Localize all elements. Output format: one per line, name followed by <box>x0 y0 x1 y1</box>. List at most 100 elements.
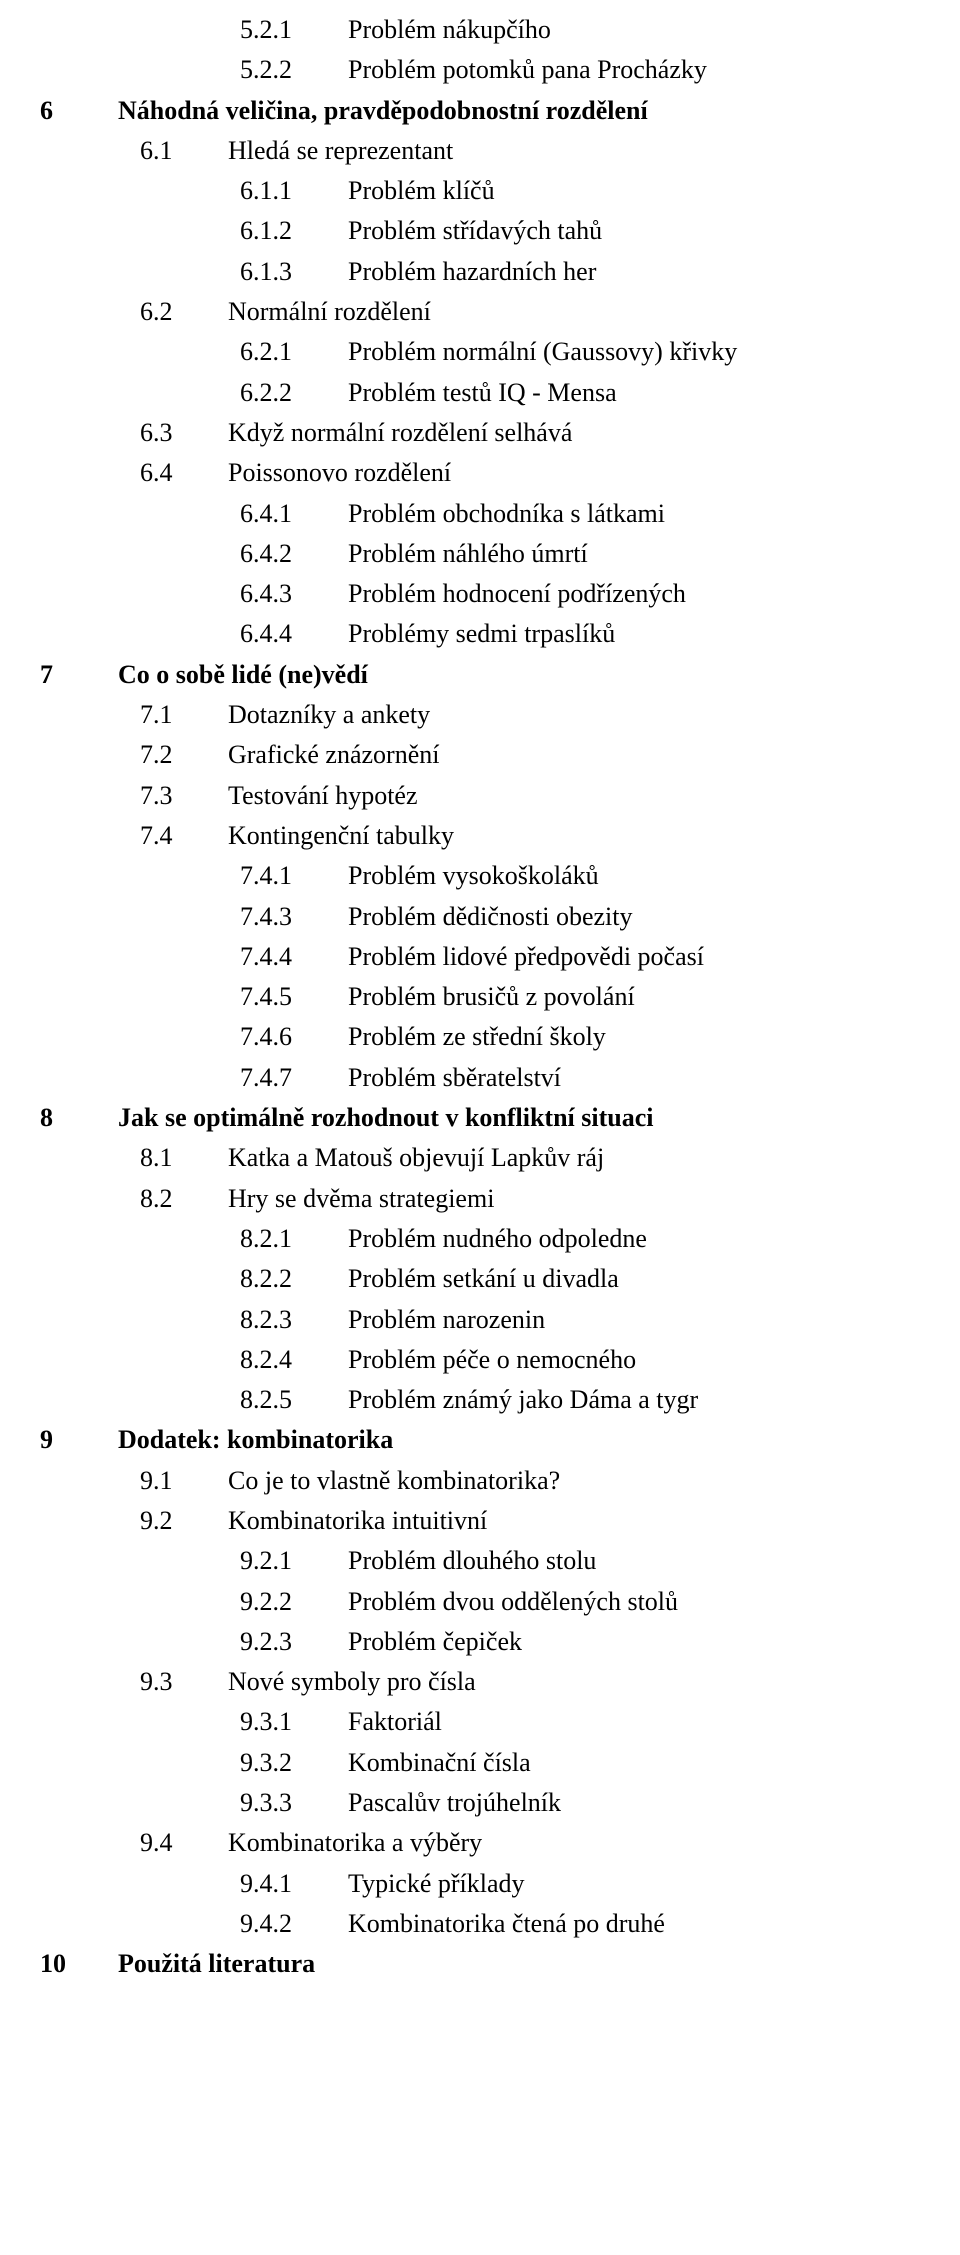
toc-number: 9.2 <box>140 1501 210 1541</box>
toc-title: Problém čepiček <box>330 1622 920 1662</box>
toc-row: 9.4Kombinatorika a výběry <box>40 1823 920 1863</box>
toc-title: Problém obchodníka s látkami <box>330 494 920 534</box>
toc-number: 7.4.4 <box>240 937 330 977</box>
toc-number: 6.1.1 <box>240 171 330 211</box>
toc-row: 6.1Hledá se reprezentant <box>40 131 920 171</box>
toc-row: 6.4.4Problémy sedmi trpaslíků <box>40 614 920 654</box>
toc-title: Problém péče o nemocného <box>330 1340 920 1380</box>
toc-row: 6.4.3Problém hodnocení podřízených <box>40 574 920 614</box>
toc-title: Problém setkání u divadla <box>330 1259 920 1299</box>
toc-row: 8.1Katka a Matouš objevují Lapkův ráj <box>40 1138 920 1178</box>
toc-row: 8.2Hry se dvěma strategiemi <box>40 1179 920 1219</box>
toc-row: 5.2.2Problém potomků pana Procházky <box>40 50 920 90</box>
toc-row: 9Dodatek: kombinatorika <box>40 1420 920 1460</box>
toc-number: 9 <box>40 1420 100 1460</box>
toc-title: Nové symboly pro čísla <box>210 1662 920 1702</box>
toc-title: Problém dlouhého stolu <box>330 1541 920 1581</box>
toc-row: 6.2Normální rozdělení <box>40 292 920 332</box>
toc-number: 7.4.3 <box>240 897 330 937</box>
toc-row: 6Náhodná veličina, pravděpodobnostní roz… <box>40 91 920 131</box>
toc-title: Dodatek: kombinatorika <box>100 1420 920 1460</box>
toc-row: 6.4.1Problém obchodníka s látkami <box>40 494 920 534</box>
toc-number: 9.3 <box>140 1662 210 1702</box>
toc-row: 5.2.1Problém nákupčího <box>40 10 920 50</box>
toc-number: 6.3 <box>140 413 210 453</box>
toc-number: 9.3.1 <box>240 1702 330 1742</box>
toc-number: 10 <box>40 1944 100 1984</box>
toc-title: Hry se dvěma strategiemi <box>210 1179 920 1219</box>
toc-number: 7.4.1 <box>240 856 330 896</box>
toc-title: Problém dědičnosti obezity <box>330 897 920 937</box>
toc-title: Problém střídavých tahů <box>330 211 920 251</box>
toc-number: 8.2.5 <box>240 1380 330 1420</box>
toc-number: 9.3.3 <box>240 1783 330 1823</box>
toc-number: 5.2.2 <box>240 50 330 90</box>
toc-number: 6.2.2 <box>240 373 330 413</box>
toc-number: 9.2.3 <box>240 1622 330 1662</box>
toc-title: Grafické znázornění <box>210 735 920 775</box>
toc-title: Kombinatorika intuitivní <box>210 1501 920 1541</box>
toc-number: 6 <box>40 91 100 131</box>
toc-title: Kombinatorika čtená po druhé <box>330 1904 920 1944</box>
toc-row: 10Použitá literatura <box>40 1944 920 1984</box>
toc-page: 5.2.1Problém nákupčího5.2.2Problém potom… <box>0 0 960 2025</box>
toc-row: 7Co o sobě lidé (ne)vědí <box>40 655 920 695</box>
toc-row: 9.3.1Faktoriál <box>40 1702 920 1742</box>
toc-title: Problém testů IQ - Mensa <box>330 373 920 413</box>
toc-number: 8.2.3 <box>240 1300 330 1340</box>
toc-number: 6.4.4 <box>240 614 330 654</box>
toc-row: 6.2.2Problém testů IQ - Mensa <box>40 373 920 413</box>
toc-number: 7.1 <box>140 695 210 735</box>
toc-row: 9.1Co je to vlastně kombinatorika? <box>40 1461 920 1501</box>
toc-title: Typické příklady <box>330 1864 920 1904</box>
toc-number: 6.4.3 <box>240 574 330 614</box>
toc-number: 6.2.1 <box>240 332 330 372</box>
toc-row: 7.4.5Problém brusičů z povolání <box>40 977 920 1017</box>
toc-row: 9.4.1Typické příklady <box>40 1864 920 1904</box>
toc-number: 6.1.3 <box>240 252 330 292</box>
toc-title: Dotazníky a ankety <box>210 695 920 735</box>
toc-title: Problém lidové předpovědi počasí <box>330 937 920 977</box>
toc-number: 9.2.2 <box>240 1582 330 1622</box>
toc-row: 7.2Grafické znázornění <box>40 735 920 775</box>
toc-title: Pascalův trojúhelník <box>330 1783 920 1823</box>
toc-title: Problém nudného odpoledne <box>330 1219 920 1259</box>
toc-number: 9.4.1 <box>240 1864 330 1904</box>
toc-number: 8 <box>40 1098 100 1138</box>
toc-title: Faktoriál <box>330 1702 920 1742</box>
toc-title: Problém dvou oddělených stolů <box>330 1582 920 1622</box>
toc-number: 9.2.1 <box>240 1541 330 1581</box>
toc-number: 7.2 <box>140 735 210 775</box>
toc-row: 7.4.7Problém sběratelství <box>40 1058 920 1098</box>
toc-row: 9.2Kombinatorika intuitivní <box>40 1501 920 1541</box>
toc-number: 7.3 <box>140 776 210 816</box>
toc-title: Hledá se reprezentant <box>210 131 920 171</box>
toc-number: 9.3.2 <box>240 1743 330 1783</box>
toc-row: 8.2.5Problém známý jako Dáma a tygr <box>40 1380 920 1420</box>
toc-row: 9.3.2Kombinační čísla <box>40 1743 920 1783</box>
toc-number: 6.1 <box>140 131 210 171</box>
toc-number: 6.1.2 <box>240 211 330 251</box>
toc-number: 7.4 <box>140 816 210 856</box>
toc-row: 8.2.2Problém setkání u divadla <box>40 1259 920 1299</box>
toc-number: 9.4.2 <box>240 1904 330 1944</box>
toc-title: Katka a Matouš objevují Lapkův ráj <box>210 1138 920 1178</box>
toc-row: 7.4.1Problém vysokoškoláků <box>40 856 920 896</box>
toc-number: 6.4.2 <box>240 534 330 574</box>
toc-row: 8.2.1Problém nudného odpoledne <box>40 1219 920 1259</box>
toc-row: 6.4.2Problém náhlého úmrtí <box>40 534 920 574</box>
toc-number: 9.4 <box>140 1823 210 1863</box>
toc-title: Použitá literatura <box>100 1944 920 1984</box>
toc-title: Problém známý jako Dáma a tygr <box>330 1380 920 1420</box>
toc-title: Problémy sedmi trpaslíků <box>330 614 920 654</box>
toc-title: Náhodná veličina, pravděpodobnostní rozd… <box>100 91 920 131</box>
toc-title: Problém ze střední školy <box>330 1017 920 1057</box>
toc-row: 6.1.1Problém klíčů <box>40 171 920 211</box>
toc-row: 6.1.3Problém hazardních her <box>40 252 920 292</box>
toc-row: 6.4Poissonovo rozdělení <box>40 453 920 493</box>
toc-number: 6.2 <box>140 292 210 332</box>
toc-title: Kombinační čísla <box>330 1743 920 1783</box>
toc-number: 8.2 <box>140 1179 210 1219</box>
toc-number: 8.2.4 <box>240 1340 330 1380</box>
toc-row: 6.2.1Problém normální (Gaussovy) křivky <box>40 332 920 372</box>
